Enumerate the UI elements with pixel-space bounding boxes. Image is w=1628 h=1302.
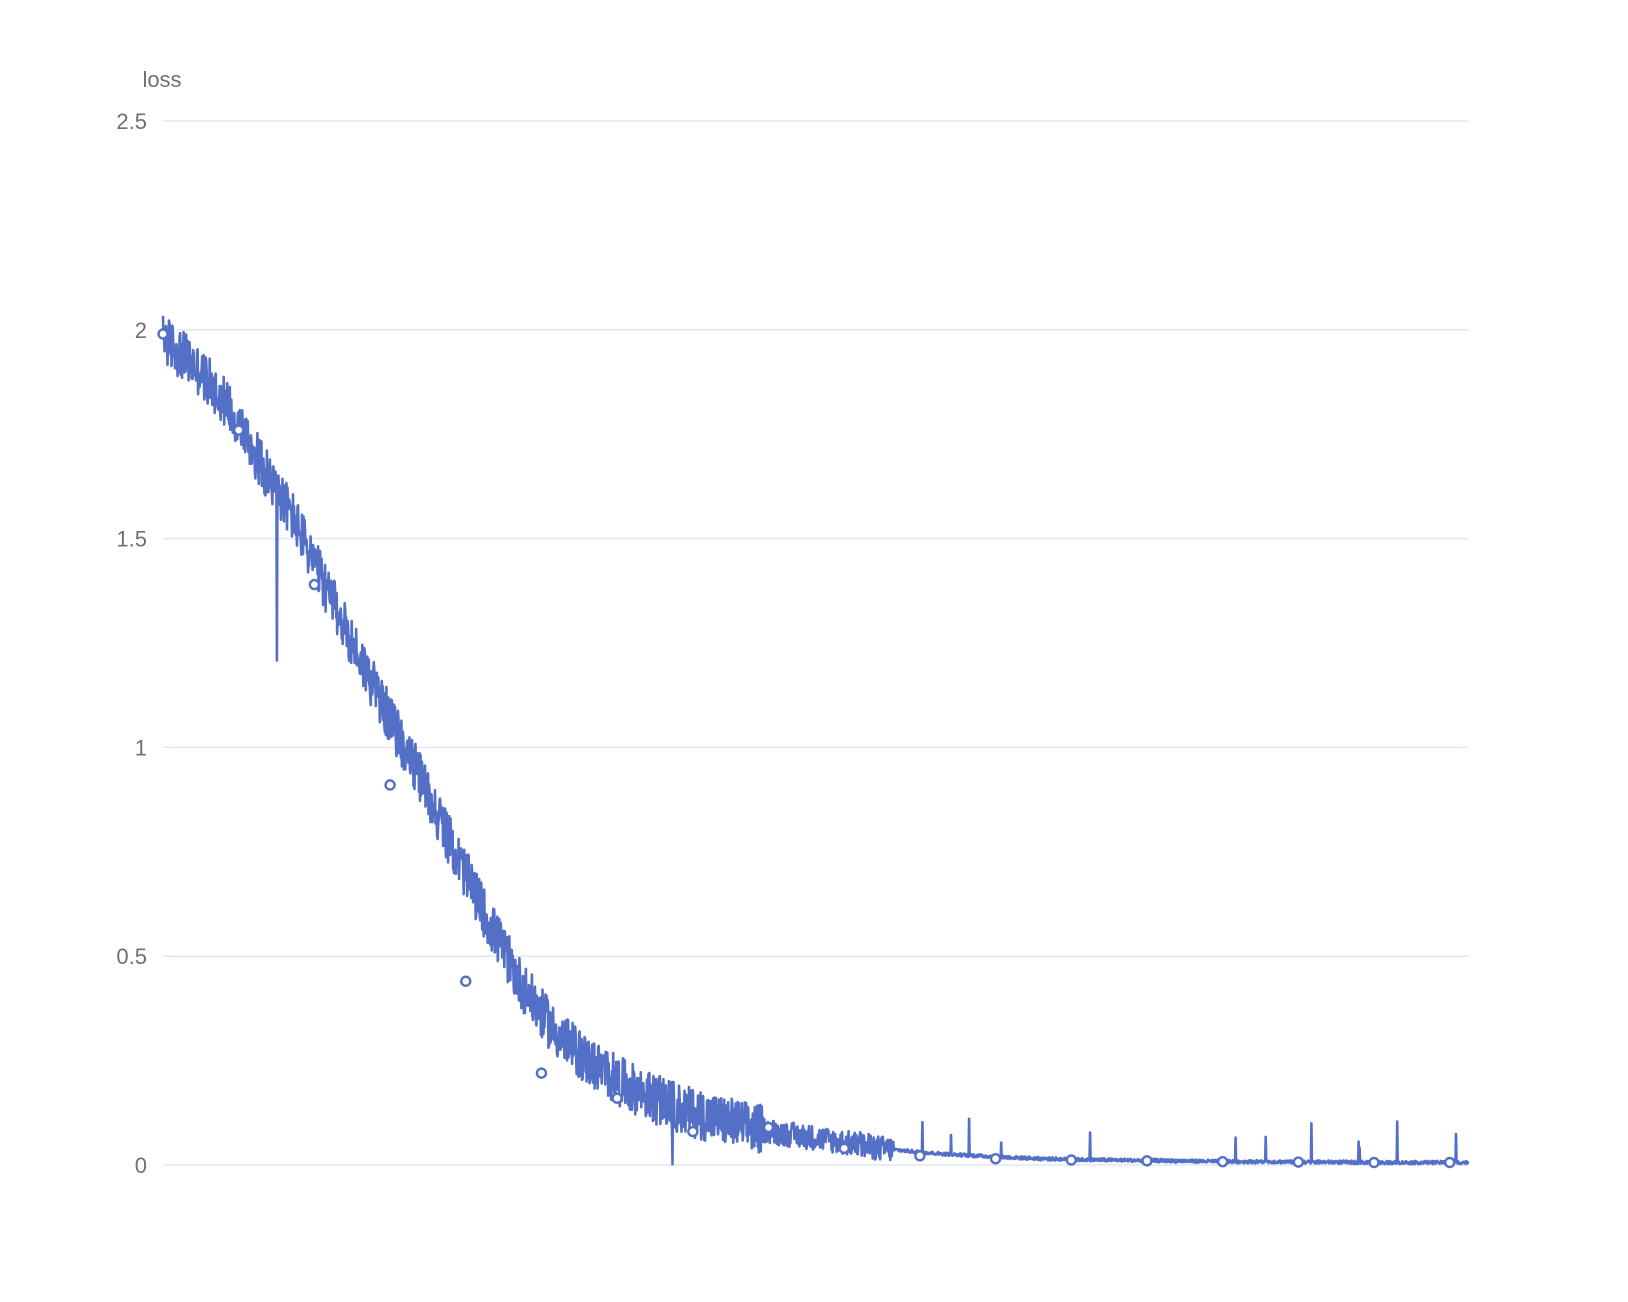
data-point-marker[interactable] (1444, 1156, 1456, 1169)
data-point-marker[interactable] (1216, 1155, 1229, 1168)
y-tick-label: 0 (135, 1153, 147, 1178)
series-markers (157, 328, 1456, 1169)
y-tick-label: 2.5 (116, 109, 147, 134)
data-point-marker[interactable] (762, 1121, 775, 1134)
data-point-marker[interactable] (1368, 1156, 1380, 1169)
data-point-marker[interactable] (838, 1142, 850, 1154)
data-point-marker[interactable] (687, 1125, 699, 1138)
data-point-marker[interactable] (460, 975, 472, 987)
data-point-marker[interactable] (914, 1150, 926, 1162)
data-point-marker[interactable] (1292, 1156, 1305, 1168)
data-point-marker[interactable] (308, 578, 321, 591)
series-line-loss (161, 315, 1470, 1166)
y-tick-label: 1.5 (116, 527, 147, 552)
y-tick-label: 2 (135, 318, 147, 343)
data-point-marker[interactable] (1065, 1154, 1077, 1166)
data-point-marker[interactable] (384, 779, 396, 791)
data-point-marker[interactable] (535, 1067, 548, 1079)
data-point-marker[interactable] (611, 1092, 623, 1104)
y-tick-label: 0.5 (116, 944, 147, 969)
grid-lines (163, 120, 1468, 1166)
data-point-marker[interactable] (1141, 1155, 1153, 1167)
y-axis-tick-labels: 0 0.5 1 1.5 2 2.5 (116, 109, 147, 1178)
data-point-marker[interactable] (989, 1153, 1002, 1165)
y-axis-label: loss (142, 67, 181, 92)
data-point-marker[interactable] (157, 328, 169, 340)
y-tick-label: 1 (135, 735, 147, 760)
series-loss (161, 315, 1470, 1166)
data-point-marker[interactable] (232, 424, 245, 436)
